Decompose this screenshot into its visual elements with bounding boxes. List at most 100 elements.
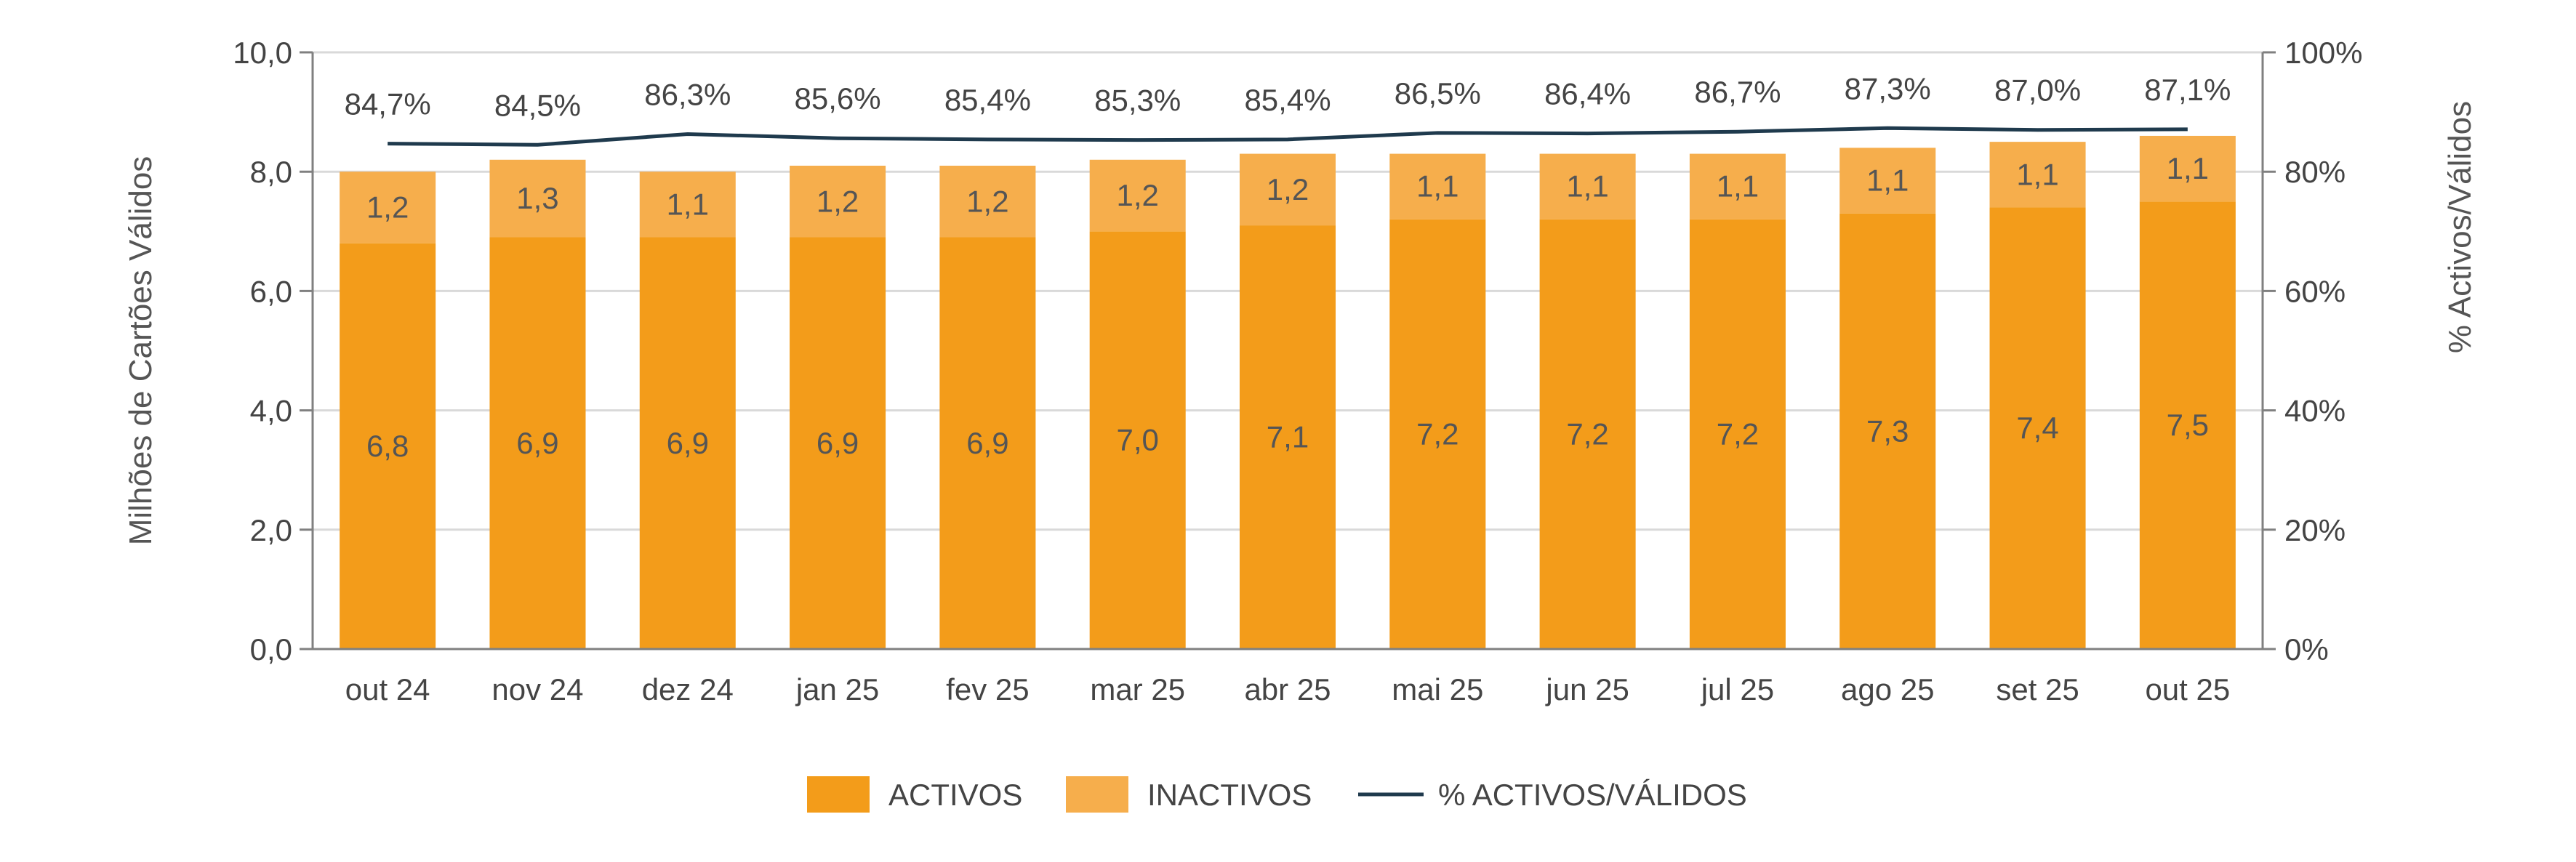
bar-activos	[1989, 207, 2086, 650]
bar-label-activos: 6,8	[366, 429, 409, 463]
bar-label-activos: 6,9	[516, 426, 558, 460]
bar-inactivos	[1689, 153, 1786, 219]
bar-label-inactivos: 1,2	[366, 190, 409, 224]
right-tick-label: 60%	[2284, 274, 2346, 308]
y-axis-title: Milhões de Cartões Válidos	[123, 156, 159, 546]
x-tick-label: nov 24	[491, 672, 583, 706]
bar-label-activos: 6,9	[816, 426, 859, 460]
bar-label-inactivos: 1,2	[1267, 172, 1309, 206]
bar-inactivos	[1089, 159, 1186, 232]
ratio-label: 87,0%	[1994, 73, 2081, 108]
bar-activos	[1539, 219, 1636, 649]
legend-label-ratio: % ACTIVOS/VÁLIDOS	[1438, 778, 1747, 812]
bar-inactivos	[1839, 148, 1936, 214]
left-tick-label: 8,0	[250, 155, 292, 189]
ratio-label: 86,7%	[1694, 75, 1781, 109]
bar-activos	[939, 237, 1036, 649]
bar-label-inactivos: 1,1	[1416, 169, 1458, 204]
left-tick-label: 0,0	[250, 632, 292, 666]
bar-label-activos: 6,9	[966, 426, 1008, 460]
legend-swatch-activos	[807, 776, 870, 813]
ratio-label: 86,5%	[1395, 76, 1481, 110]
x-tick-label: jul 25	[1700, 672, 1774, 706]
bar-inactivos	[1239, 153, 1336, 226]
bar-label-inactivos: 1,2	[1116, 178, 1158, 212]
bars	[340, 135, 2236, 650]
bar-label-inactivos: 1,1	[2167, 151, 2209, 185]
ratio-label: 85,3%	[1094, 84, 1181, 118]
ratio-label: 85,6%	[795, 81, 881, 116]
bar-label-inactivos: 1,1	[667, 187, 709, 221]
bar-inactivos	[489, 159, 586, 238]
bar-label-activos: 7,2	[1717, 416, 1759, 451]
x-tick-label: mar 25	[1090, 672, 1185, 706]
bar-label-activos: 7,4	[2016, 411, 2058, 445]
bar-activos	[489, 237, 586, 649]
bar-label-inactivos: 1,3	[516, 181, 558, 215]
x-tick-label: fev 25	[946, 672, 1029, 706]
bar-inactivos	[2139, 135, 2236, 202]
bar-activos	[1239, 225, 1336, 650]
bar-inactivos	[1989, 142, 2086, 208]
ratio-label: 85,4%	[1244, 83, 1331, 117]
bar-activos	[1839, 213, 1936, 649]
x-tick-label: jan 25	[795, 672, 879, 706]
x-tick-label: out 24	[345, 672, 430, 706]
ratio-label: 87,3%	[1845, 71, 1931, 105]
bar-label-inactivos: 1,2	[966, 184, 1008, 218]
bar-inactivos	[1539, 153, 1636, 219]
ratio-label: 84,5%	[494, 88, 581, 122]
bar-activos	[1089, 231, 1186, 649]
bar-label-activos: 7,3	[1866, 414, 1909, 448]
ratio-label: 86,3%	[644, 77, 731, 111]
axes: 0,0 2,0 4,0 6,0 8,0 10,0 0% 20% 40% 60% 80% 100% out…	[123, 36, 2478, 706]
legend-label-inactivos: INACTIVOS	[1147, 778, 1312, 812]
bar-activos	[790, 237, 886, 649]
bar-inactivos	[1389, 153, 1486, 219]
right-tick-label: 20%	[2284, 513, 2346, 547]
left-tick-label: 2,0	[250, 513, 292, 547]
x-tick-label: ago 25	[1841, 672, 1934, 706]
bar-inactivos	[340, 172, 436, 243]
bar-label-activos: 7,2	[1416, 416, 1458, 451]
bar-label-inactivos: 1,2	[816, 184, 859, 218]
bar-label-activos: 7,2	[1566, 416, 1608, 451]
bar-label-activos: 7,5	[2167, 408, 2209, 442]
x-tick-label: set 25	[1996, 672, 2079, 706]
y2-axis-title: % Activos/Válidos	[2442, 101, 2478, 353]
left-tick-label: 10,0	[233, 36, 292, 70]
x-tick-label: dez 24	[642, 672, 734, 706]
legend-label-activos: ACTIVOS	[888, 778, 1022, 812]
bar-activos	[1389, 219, 1486, 649]
ratio-line	[388, 126, 2188, 147]
bar-label-activos: 7,1	[1267, 420, 1309, 454]
bar-label-inactivos: 1,1	[1717, 169, 1759, 204]
bar-label-activos: 6,9	[667, 426, 709, 460]
bar-activos	[340, 243, 436, 650]
bar-label-inactivos: 1,1	[1866, 164, 1909, 198]
legend-swatch-inactivos	[1066, 776, 1128, 813]
x-tick-label: out 25	[2145, 672, 2230, 706]
x-tick-label: mai 25	[1392, 672, 1483, 706]
right-tick-label: 80%	[2284, 155, 2346, 189]
bar-inactivos	[790, 165, 886, 238]
ratio-label: 87,1%	[2144, 73, 2231, 107]
bar-inactivos	[939, 165, 1036, 238]
bar-inactivos	[639, 172, 736, 238]
ratio-label: 84,7%	[345, 87, 431, 121]
right-tick-label: 40%	[2284, 394, 2346, 428]
ratio-label: 86,4%	[1544, 77, 1631, 111]
x-tick-label: jun 25	[1544, 672, 1629, 706]
bar-label-activos: 7,0	[1116, 423, 1158, 457]
right-tick-label: 100%	[2284, 36, 2362, 70]
data-labels: 6,8 1,2 6,9 1,3 6,9 1,1 6,9 1,2 6,9 1,2 7,0 1,2 7,1 1…	[345, 71, 2231, 463]
bar-activos	[639, 237, 736, 649]
legend: ACTIVOS INACTIVOS % ACTIVOS/VÁLIDOS	[807, 776, 1747, 813]
x-tick-label: abr 25	[1244, 672, 1331, 706]
ratio-line-path	[388, 126, 2188, 147]
bar-label-inactivos: 1,1	[1566, 169, 1608, 204]
left-tick-label: 4,0	[250, 394, 292, 428]
bar-label-inactivos: 1,1	[2016, 157, 2058, 191]
